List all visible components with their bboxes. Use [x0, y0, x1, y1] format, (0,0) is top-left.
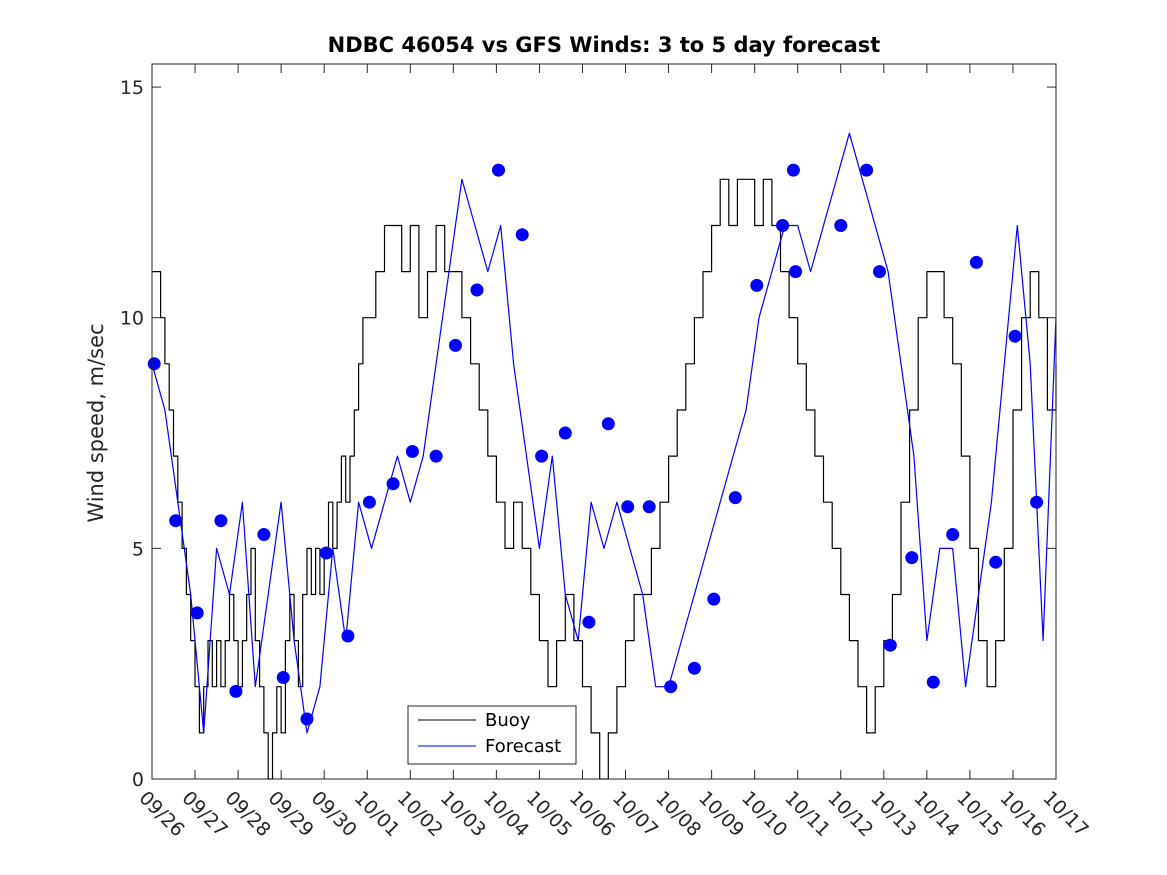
forecast-marker [300, 712, 314, 726]
forecast-marker [926, 675, 940, 689]
forecast-marker [728, 491, 742, 505]
forecast-marker [834, 219, 848, 232]
forecast-marker [873, 265, 886, 279]
forecast-marker [169, 514, 183, 528]
forecast-marker [1008, 329, 1022, 343]
legend-forecast-label: Forecast [485, 736, 561, 757]
forecast-marker [449, 338, 462, 352]
y-tick-label: 10 [120, 308, 144, 330]
y-axis-label: Wind speed, m/sec [84, 323, 108, 522]
forecast-marker [776, 219, 790, 232]
forecast-marker [319, 546, 333, 560]
forecast-marker [786, 163, 800, 177]
forecast-marker [341, 629, 355, 643]
y-axis: 0 5 10 15 [120, 77, 1056, 791]
forecast-series-line [151, 132, 1057, 734]
chart-title: NDBC 46054 vs GFS Winds: 3 to 5 day fore… [328, 33, 881, 57]
forecast-marker [642, 500, 656, 514]
forecast-marker [1030, 495, 1044, 509]
forecast-marker [558, 426, 572, 440]
forecast-marker [946, 528, 960, 541]
forecast-marker [905, 551, 919, 565]
forecast-marker [257, 528, 271, 541]
y-tick-label: 0 [132, 769, 144, 791]
forecast-marker [429, 449, 443, 463]
forecast-marker [883, 638, 897, 652]
forecast-marker [190, 606, 204, 620]
forecast-marker [470, 283, 484, 297]
forecast-marker [707, 592, 721, 606]
forecast-marker [582, 615, 596, 629]
forecast-marker [405, 445, 419, 458]
legend-buoy-label: Buoy [485, 710, 531, 731]
buoy-series-line [152, 178, 1057, 780]
forecast-marker [750, 278, 764, 292]
legend-box [407, 705, 577, 765]
forecast-marker [147, 357, 161, 371]
forecast-marker [515, 228, 529, 242]
y-tick-label: 15 [120, 77, 144, 99]
axes-box [151, 63, 1057, 780]
forecast-marker [789, 265, 803, 279]
forecast-marker [214, 514, 228, 528]
forecast-marker [229, 684, 243, 698]
forecast-marker [276, 671, 290, 684]
forecast-marker [860, 163, 874, 177]
forecast-marker [989, 555, 1003, 569]
forecast-marker [492, 163, 505, 177]
forecast-marker [362, 495, 376, 509]
forecast-marker [601, 417, 615, 431]
forecast-marker [386, 477, 400, 491]
forecast-marker [969, 255, 983, 269]
plot-area [147, 132, 1057, 780]
y-tick-label: 5 [132, 538, 144, 560]
legend: Buoy Forecast [407, 705, 577, 765]
forecast-marker [621, 500, 635, 514]
forecast-marker [664, 680, 678, 694]
forecast-marker [687, 661, 701, 675]
forecast-marker [535, 449, 549, 463]
